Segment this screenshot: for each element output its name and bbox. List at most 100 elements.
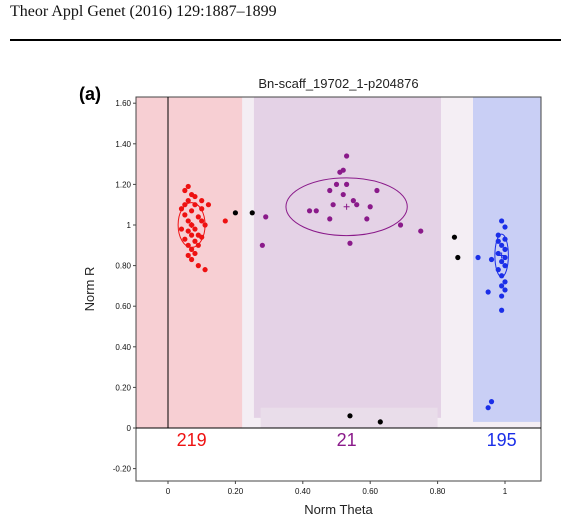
y-tick-label: 1.60 bbox=[115, 99, 131, 108]
data-point bbox=[502, 236, 508, 242]
data-point bbox=[199, 218, 205, 224]
cluster-count-ab: 21 bbox=[337, 430, 357, 450]
data-point bbox=[344, 153, 350, 159]
x-tick-label: 1 bbox=[503, 487, 508, 496]
x-tick-label: 0.40 bbox=[295, 487, 311, 496]
header-rule bbox=[10, 39, 561, 41]
y-axis-label: Norm R bbox=[82, 267, 97, 312]
data-point bbox=[499, 283, 505, 289]
data-point bbox=[495, 250, 501, 257]
x-tick-label: 0 bbox=[166, 487, 171, 496]
data-point bbox=[499, 307, 505, 313]
y-tick-label: 0.20 bbox=[115, 383, 131, 392]
data-point bbox=[195, 242, 201, 248]
data-point bbox=[192, 202, 198, 208]
data-point bbox=[502, 287, 508, 293]
data-point bbox=[397, 222, 404, 228]
data-point bbox=[333, 181, 340, 187]
data-point bbox=[499, 242, 505, 248]
data-point bbox=[192, 250, 198, 257]
data-point bbox=[344, 181, 350, 187]
region-ab bbox=[253, 97, 441, 418]
data-point bbox=[178, 206, 185, 212]
data-point bbox=[199, 234, 205, 240]
data-point bbox=[182, 202, 188, 208]
nocall-point bbox=[455, 254, 461, 261]
data-point bbox=[188, 222, 195, 228]
data-point bbox=[263, 214, 269, 220]
data-point bbox=[199, 206, 205, 212]
data-point bbox=[185, 228, 191, 234]
data-point bbox=[202, 222, 208, 228]
data-point bbox=[340, 191, 346, 198]
data-point bbox=[192, 193, 198, 200]
data-point bbox=[188, 256, 195, 263]
data-point bbox=[192, 226, 198, 232]
data-point bbox=[374, 187, 380, 194]
data-point bbox=[195, 263, 201, 269]
data-point bbox=[495, 267, 501, 273]
data-point bbox=[182, 236, 188, 242]
panel-label: (a) bbox=[79, 84, 101, 104]
y-tick-label: -0.20 bbox=[113, 465, 132, 474]
data-point bbox=[350, 198, 356, 204]
data-point bbox=[188, 208, 195, 214]
nocall-point bbox=[232, 210, 238, 216]
data-point bbox=[327, 187, 333, 194]
data-point bbox=[185, 218, 191, 224]
cluster-count-bb: 195 bbox=[487, 430, 517, 450]
data-point bbox=[499, 273, 505, 279]
data-point bbox=[327, 216, 333, 222]
nocall-point bbox=[377, 419, 383, 425]
data-point bbox=[185, 198, 191, 204]
data-point bbox=[178, 226, 185, 232]
nocall-point bbox=[347, 413, 353, 419]
data-point bbox=[188, 246, 195, 252]
data-point bbox=[199, 198, 205, 204]
data-point bbox=[502, 263, 508, 269]
data-point bbox=[185, 183, 191, 190]
cluster-ellipse-ab bbox=[285, 177, 408, 237]
data-point bbox=[499, 258, 505, 265]
data-point bbox=[354, 202, 360, 208]
data-point bbox=[364, 216, 370, 222]
nocall-point bbox=[451, 234, 458, 240]
data-point bbox=[182, 187, 188, 194]
data-point bbox=[313, 208, 319, 214]
data-point bbox=[502, 246, 508, 252]
data-point bbox=[306, 208, 313, 214]
x-tick-label: 0.80 bbox=[430, 487, 446, 496]
y-tick-label: 1.40 bbox=[115, 140, 131, 149]
x-axis-label: Norm Theta bbox=[304, 502, 373, 517]
x-tick-label: 0.60 bbox=[362, 487, 378, 496]
data-point bbox=[495, 232, 501, 238]
data-point bbox=[259, 242, 265, 248]
plot-frame bbox=[135, 96, 542, 482]
journal-citation: Theor Appl Genet (2016) 129:1887–1899 bbox=[10, 3, 277, 20]
data-point bbox=[222, 218, 228, 224]
data-point bbox=[485, 289, 491, 295]
y-tick-label: 0.80 bbox=[115, 262, 131, 271]
data-point bbox=[499, 293, 505, 299]
data-point bbox=[205, 202, 212, 208]
data-point bbox=[367, 204, 373, 210]
data-point bbox=[502, 224, 508, 230]
y-tick-label: 1 bbox=[127, 221, 132, 230]
data-point bbox=[330, 202, 336, 208]
region-bb bbox=[472, 97, 541, 422]
nocall-point bbox=[249, 210, 255, 216]
data-point bbox=[195, 214, 201, 220]
data-point bbox=[499, 218, 505, 224]
data-point bbox=[192, 238, 198, 244]
cluster-center-ab bbox=[343, 203, 350, 210]
cluster-count-aa: 219 bbox=[177, 430, 207, 450]
y-tick-label: 1.20 bbox=[115, 180, 131, 189]
data-point bbox=[488, 256, 495, 263]
data-point bbox=[502, 279, 508, 285]
data-point bbox=[340, 167, 346, 173]
data-point bbox=[185, 242, 191, 248]
data-point bbox=[418, 228, 424, 234]
count-strip bbox=[136, 428, 541, 481]
y-tick-label: 0 bbox=[127, 424, 132, 433]
